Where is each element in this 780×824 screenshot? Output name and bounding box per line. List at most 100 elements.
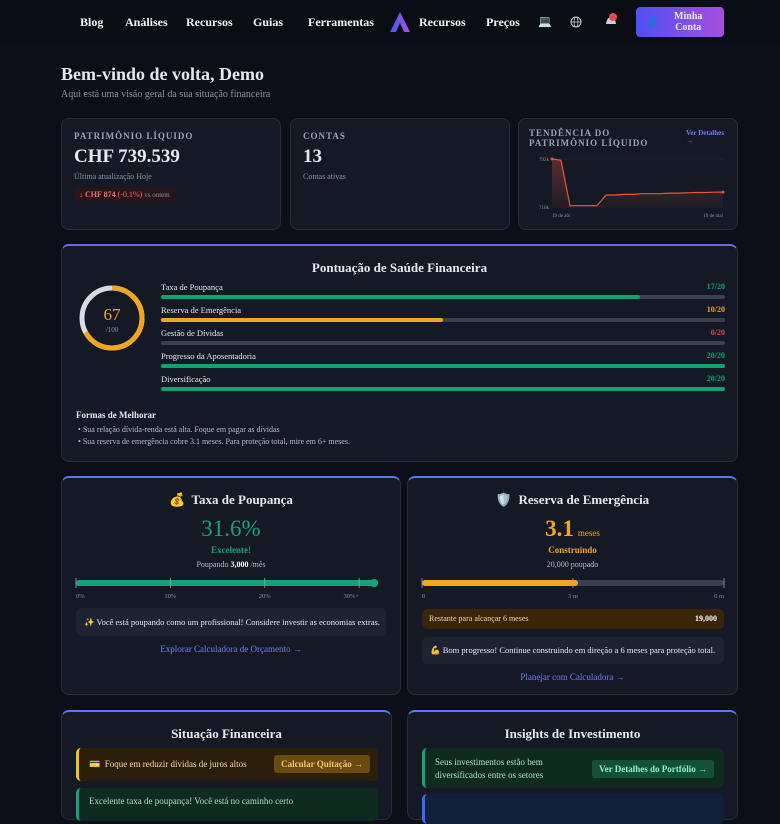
tip: • Sua reserva de emergência cobre 3.1 me… bbox=[78, 437, 350, 446]
change-percent: (-0.1%) bbox=[117, 190, 143, 199]
change-amount: ↓ CHF 874 bbox=[79, 190, 116, 199]
accounts-card: CONTAS 13 Contas ativas bbox=[290, 118, 510, 230]
emergency-months: 3.1 meses bbox=[408, 516, 737, 542]
savings-title: 💰 Taxa de Poupança bbox=[62, 492, 400, 508]
score-bar bbox=[161, 364, 725, 368]
score-label: 20/20 bbox=[706, 351, 725, 360]
score-label: 20/20 bbox=[706, 374, 725, 383]
score-name: Gestão de Dívidas bbox=[161, 328, 224, 338]
emergency-message: 💪 Bom progresso! Continue construindo em… bbox=[422, 637, 724, 664]
nav-link[interactable]: Ferramentas bbox=[308, 15, 374, 29]
score-track bbox=[161, 341, 725, 345]
title-text: Reserva de Emergência bbox=[518, 492, 650, 507]
gauge-fill bbox=[79, 285, 145, 351]
trend-point bbox=[721, 190, 725, 194]
savings-status: Excelente! bbox=[211, 545, 251, 555]
score-name: Diversificação bbox=[161, 374, 211, 384]
months-unit: meses bbox=[577, 528, 600, 538]
emergency-title: 🛡️ Reserva de Emergência bbox=[408, 492, 737, 508]
emergency-bar: 0 3 m 6 m bbox=[421, 578, 725, 600]
trend-area bbox=[552, 159, 723, 207]
score-track bbox=[161, 387, 725, 391]
amount: 3,000 bbox=[230, 560, 249, 569]
card-label: PATRIMÔNIO LÍQUIDO bbox=[74, 131, 194, 141]
payoff-button[interactable]: Calcular Quitação → bbox=[274, 755, 370, 773]
welcome-subtitle: Aqui está uma visão geral da sua situaçã… bbox=[61, 89, 271, 100]
accounts-note: Contas ativas bbox=[303, 172, 346, 181]
item-icon: 💳 bbox=[89, 759, 101, 769]
x-tick-label: 19 de abr bbox=[552, 214, 571, 219]
situation-item: 💳 Foque em reduzir dívidas de juros alto… bbox=[76, 748, 378, 781]
y-tick-label: 792k bbox=[539, 158, 550, 163]
logo[interactable] bbox=[389, 11, 411, 33]
score-value: 67 bbox=[104, 305, 122, 324]
emergency-status: Construindo bbox=[548, 545, 597, 555]
score-track bbox=[161, 318, 725, 322]
account-button[interactable]: 👤 Minha Conta bbox=[636, 7, 724, 37]
emergency-saved: 20,000 poupado bbox=[546, 560, 599, 569]
score-name: Taxa de Poupança bbox=[161, 282, 223, 292]
months-value: 3.1 bbox=[545, 516, 574, 541]
title-text: Taxa de Poupança bbox=[191, 492, 293, 507]
insights-card: Insights de Investimento Seus investimen… bbox=[407, 710, 738, 824]
savings-amount: Poupando 3,000 /mês bbox=[62, 560, 400, 569]
trend-card: TENDÊNCIA DO PATRIMÔNIO LÍQUIDO Ver Deta… bbox=[518, 118, 738, 230]
welcome-title: Bem-vindo de volta, Demo bbox=[61, 64, 264, 84]
score-name: Reserva de Emergência bbox=[161, 305, 242, 315]
emergency-card: 🛡️ Reserva de Emergência 3.1 meses Const… bbox=[407, 476, 738, 695]
change-note: vs ontem bbox=[144, 191, 170, 199]
bar-fill bbox=[422, 580, 579, 586]
nav-link[interactable]: Recursos bbox=[186, 15, 233, 29]
bar-end bbox=[370, 579, 379, 587]
y-tick-label: 716k bbox=[539, 206, 550, 211]
savings-card: 💰 Taxa de Poupança 31.6% Excelente! Poup… bbox=[61, 476, 401, 695]
notification-icon[interactable] bbox=[603, 12, 619, 28]
item-text: Seus investimentos estão bem diversifica… bbox=[435, 757, 544, 780]
tick-label: 20% bbox=[259, 593, 272, 600]
score-name: Progresso da Aposentadoria bbox=[161, 351, 256, 361]
nav-link[interactable]: Recursos bbox=[419, 15, 466, 29]
score-label: 17/20 bbox=[706, 282, 725, 291]
card-label: TENDÊNCIA DO PATRIMÔNIO LÍQUIDO bbox=[529, 128, 649, 148]
tick-label: 0% bbox=[76, 593, 85, 600]
score-label: 0/20 bbox=[710, 328, 725, 337]
remaining-box: Restante para alcançar 6 meses 19,000 bbox=[422, 609, 724, 629]
savings-bar: 0% 10% 20% 30%+ bbox=[75, 578, 379, 600]
situation-item: Excelente taxa de poupança! Você está no… bbox=[76, 788, 378, 821]
nav-link[interactable]: Análises bbox=[125, 15, 168, 29]
details-link[interactable]: Ver Detalhes → bbox=[686, 129, 724, 145]
icon: 🛡️ bbox=[495, 492, 512, 507]
budget-link[interactable]: Explorar Calculadora de Orçamento → bbox=[160, 644, 302, 654]
nav-link[interactable]: Guias bbox=[253, 15, 284, 29]
bar-fill bbox=[76, 580, 375, 586]
tick-label: 10% bbox=[164, 593, 177, 600]
net-worth-value: CHF 739.539 bbox=[74, 146, 180, 167]
portfolio-button[interactable]: Ver Detalhes do Portfólio → bbox=[592, 760, 714, 778]
device-icon[interactable]: 💻 bbox=[538, 16, 552, 28]
updated-note: Última atualização Hoje bbox=[74, 172, 152, 181]
tick-label: 30%+ bbox=[344, 593, 360, 600]
savings-rate: 31.6% bbox=[201, 516, 261, 541]
item-text: Foque em reduzir dívidas de juros altos bbox=[104, 759, 247, 769]
navbar: Blog Análises Recursos Guias Ferramentas… bbox=[0, 0, 780, 45]
account-label: Minha Conta bbox=[674, 11, 703, 33]
trend-line bbox=[551, 158, 724, 207]
remaining-value: 19,000 bbox=[695, 614, 717, 623]
improve-title: Formas de Melhorar bbox=[76, 410, 156, 420]
plan-link[interactable]: Planejar com Calculadora → bbox=[520, 672, 625, 682]
trend-point bbox=[550, 157, 554, 161]
health-title: Pontuação de Saúde Financeira bbox=[311, 260, 488, 275]
score-bar bbox=[161, 318, 443, 322]
nav-link[interactable]: Preços bbox=[486, 15, 520, 29]
remaining-label: Restante para alcançar 6 meses bbox=[429, 614, 529, 623]
nav-link[interactable]: Blog bbox=[80, 15, 104, 29]
tip-text: Sua reserva de emergência cobre 3.1 mese… bbox=[82, 437, 350, 446]
suffix: /mês bbox=[250, 560, 266, 569]
insights-title: Insights de Investimento bbox=[504, 726, 641, 741]
score-gauge: 67/100 bbox=[79, 285, 145, 351]
tip: • Sua relação dívida-renda está alta. Fo… bbox=[78, 425, 280, 434]
language-icon[interactable] bbox=[570, 16, 582, 28]
score-track bbox=[161, 364, 725, 368]
